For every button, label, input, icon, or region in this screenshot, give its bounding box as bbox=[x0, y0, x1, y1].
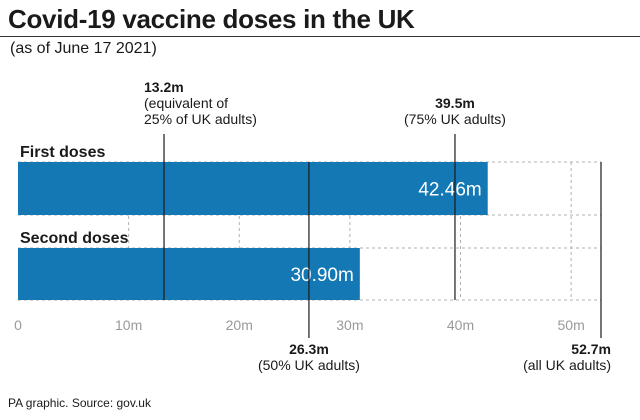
bar-value-label: 30.90m bbox=[290, 265, 353, 286]
source-credit: PA graphic. Source: gov.uk bbox=[8, 396, 151, 410]
reference-value-label: 39.5m bbox=[435, 95, 475, 111]
x-tick-label: 30m bbox=[336, 317, 363, 333]
reference-note-label: (equivalent of bbox=[144, 95, 228, 111]
category-label: Second doses bbox=[20, 230, 129, 247]
bar-value-label: 42.46m bbox=[418, 180, 481, 201]
x-tick-label: 20m bbox=[226, 317, 253, 333]
reference-value-label: 13.2m bbox=[144, 79, 184, 95]
chart-subtitle: (as of June 17 2021) bbox=[10, 40, 157, 57]
x-tick-label: 50m bbox=[558, 317, 585, 333]
bar-second-doses bbox=[18, 248, 360, 300]
reference-value-label: 52.7m bbox=[571, 341, 611, 357]
bar-first-doses bbox=[18, 162, 488, 215]
x-tick-label: 0 bbox=[14, 317, 22, 333]
x-tick-label: 10m bbox=[115, 317, 142, 333]
reference-note-label: (all UK adults) bbox=[523, 357, 611, 373]
x-tick-label: 40m bbox=[447, 317, 474, 333]
title-divider bbox=[0, 36, 640, 37]
reference-note-label: (75% UK adults) bbox=[404, 111, 506, 127]
reference-note-label: (50% UK adults) bbox=[258, 357, 360, 373]
category-label: First doses bbox=[20, 144, 105, 161]
reference-value-label: 26.3m bbox=[289, 341, 329, 357]
chart-title: Covid-19 vaccine doses in the UK bbox=[8, 4, 415, 34]
reference-note-label: 25% of UK adults) bbox=[144, 111, 257, 127]
